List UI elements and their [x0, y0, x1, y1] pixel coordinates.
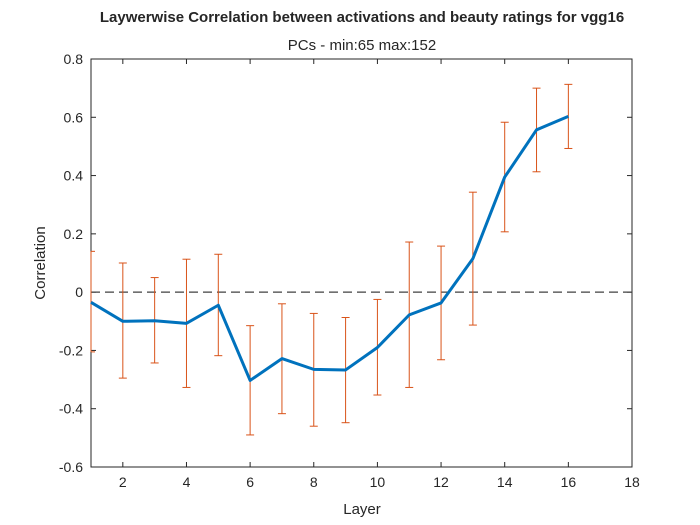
- x-tick-label: 6: [246, 474, 254, 490]
- x-tick-label: 10: [370, 474, 386, 490]
- chart-subtitle: PCs - min:65 max:152: [288, 37, 436, 54]
- x-axis: 2 4 6 8 10 12 14 16 18: [119, 59, 640, 490]
- y-tick-label: 0.4: [64, 168, 84, 184]
- y-axis-label: Correlation: [32, 226, 49, 299]
- y-tick-label: 0.2: [64, 226, 84, 242]
- plot-area: [90, 58, 633, 468]
- y-tick-label: -0.4: [59, 401, 83, 417]
- y-tick-label: -0.2: [59, 342, 83, 358]
- chart-title: Laywerwise Correlation between activatio…: [100, 9, 624, 26]
- x-tick-label: 12: [433, 474, 449, 490]
- y-tick-label: -0.6: [59, 459, 83, 475]
- y-tick-label: 0: [75, 284, 83, 300]
- y-axis: -0.6 -0.4 -0.2 0 0.2 0.4 0.6 0.8: [59, 51, 632, 475]
- y-tick-label: 0.6: [64, 109, 84, 125]
- x-tick-label: 14: [497, 474, 513, 490]
- x-tick-label: 4: [183, 474, 191, 490]
- x-tick-label: 8: [310, 474, 318, 490]
- y-tick-label: 0.8: [64, 51, 84, 67]
- x-tick-label: 16: [561, 474, 577, 490]
- x-axis-label: Layer: [343, 501, 381, 518]
- x-tick-label: 18: [624, 474, 640, 490]
- x-tick-label: 2: [119, 474, 127, 490]
- series-line: [90, 115, 569, 382]
